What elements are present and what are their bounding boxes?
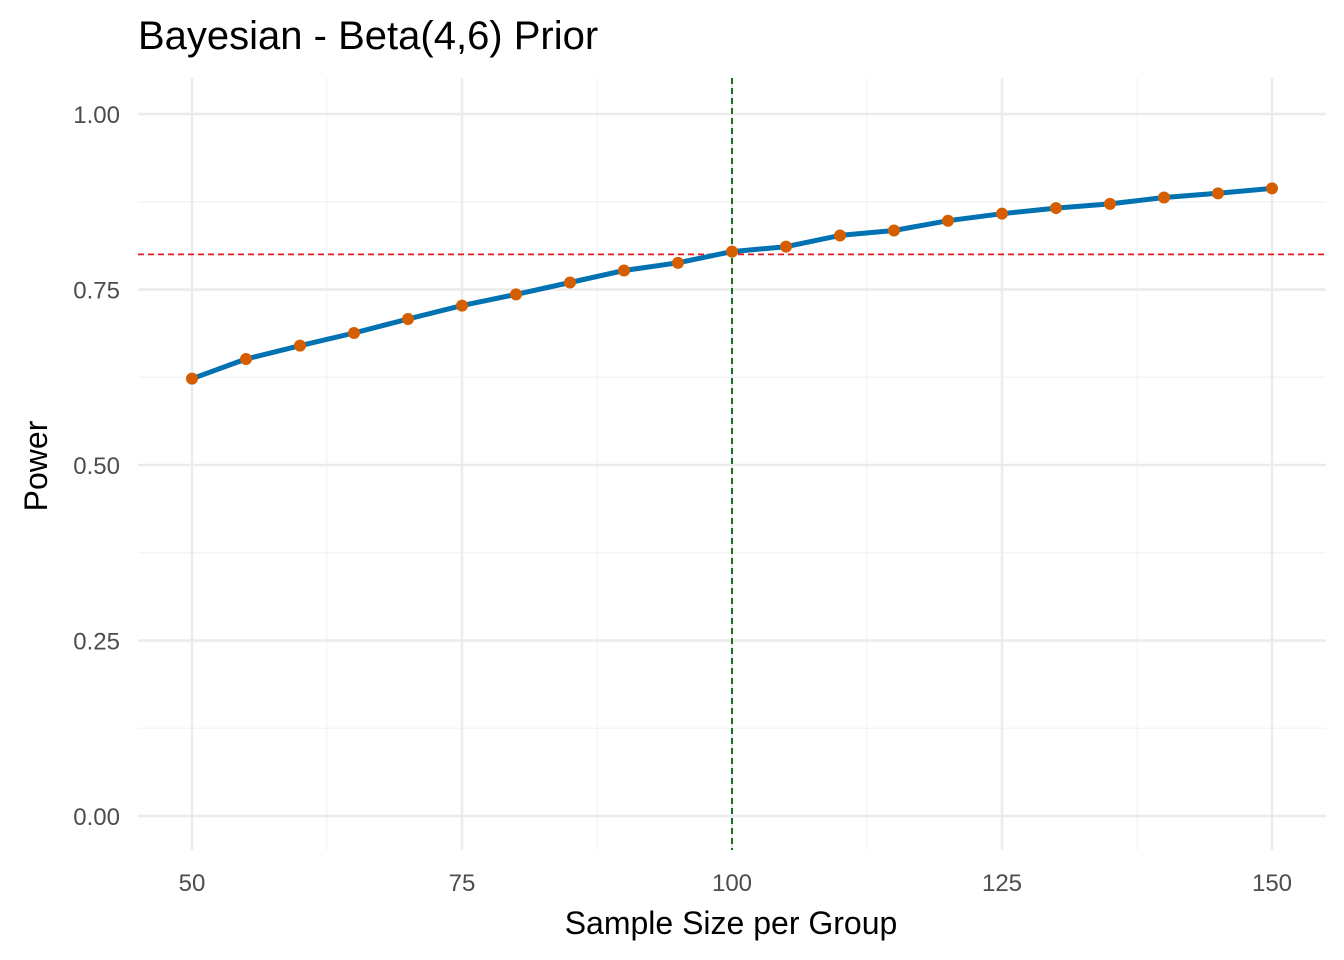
x-tick-label: 150	[1252, 870, 1292, 897]
data-point	[348, 327, 360, 340]
data-point	[1266, 182, 1278, 195]
y-axis-title: Power	[18, 420, 54, 511]
data-point	[942, 214, 954, 227]
data-point	[564, 276, 576, 289]
y-tick-label: 0.75	[73, 278, 120, 305]
y-tick-label: 0.25	[73, 629, 120, 656]
y-tick-label: 1.00	[73, 102, 120, 129]
chart-title: Bayesian - Beta(4,6) Prior	[138, 14, 599, 58]
y-tick-label: 0.50	[73, 453, 120, 480]
x-tick-label: 50	[179, 870, 206, 897]
data-point	[456, 299, 468, 312]
series-points	[186, 182, 1278, 385]
data-point	[780, 240, 792, 253]
data-point	[888, 224, 900, 237]
y-axis-ticks: 0.00 0.25 0.50 0.75 1.00	[73, 102, 120, 831]
x-tick-label: 100	[712, 870, 752, 897]
x-tick-label: 125	[982, 870, 1022, 897]
data-point	[996, 207, 1008, 220]
x-tick-label: 75	[449, 870, 476, 897]
data-point	[834, 229, 846, 242]
y-tick-label: 0.00	[73, 804, 120, 831]
data-point	[726, 245, 738, 258]
data-point	[294, 339, 306, 352]
data-point	[186, 372, 198, 385]
x-axis-ticks: 50 75 100 125 150	[179, 870, 1292, 897]
data-point	[672, 256, 684, 269]
data-point	[240, 352, 252, 365]
x-axis-title: Sample Size per Group	[565, 905, 898, 941]
data-point	[510, 288, 522, 301]
data-point	[618, 264, 630, 277]
data-point	[1104, 197, 1116, 210]
data-point	[1158, 191, 1170, 204]
data-point	[1050, 202, 1062, 215]
data-point	[1212, 187, 1224, 200]
data-point	[402, 312, 414, 325]
